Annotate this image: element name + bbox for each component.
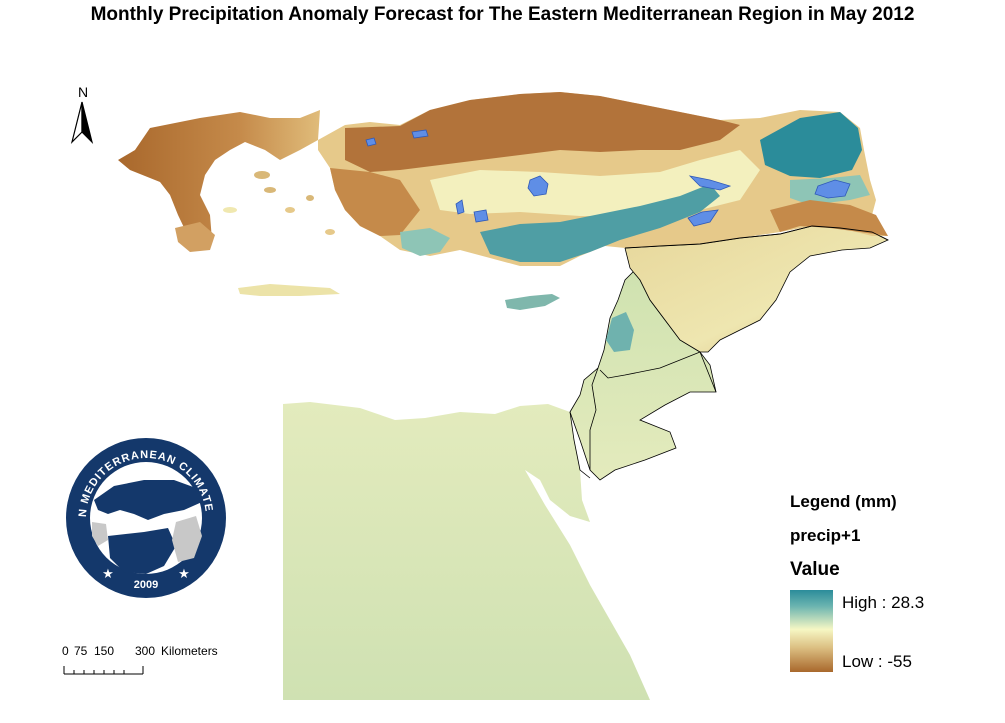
peloponnese-region (175, 222, 215, 252)
island (223, 207, 237, 213)
greece-region (118, 110, 320, 246)
border-line (589, 367, 599, 470)
island (254, 171, 270, 179)
egypt-sinai-border (569, 411, 591, 479)
scale-bar: 0 75 150 300 Kilometers (60, 644, 240, 680)
legend-low-label: Low : -55 (842, 652, 912, 671)
lake-van (814, 179, 851, 199)
egypt-region (283, 402, 650, 700)
page-title: Monthly Precipitation Anomaly Forecast f… (90, 4, 915, 25)
logo-map-grey (172, 516, 202, 562)
lake (365, 137, 377, 147)
north-arrow-icon (70, 101, 94, 144)
island (285, 207, 295, 213)
logo-year: 2009 (134, 579, 158, 591)
legend-high-label: High : 28.3 (842, 593, 925, 612)
star-icon: ★ (178, 566, 190, 581)
scale-tick-300: 300 (135, 644, 156, 658)
legend-field-name: Value (790, 559, 840, 580)
cyprus-island (505, 294, 560, 310)
border-line (599, 351, 717, 393)
lake (455, 199, 465, 215)
turkey-wet-southwest (400, 228, 450, 256)
logo-map-dark-south (108, 528, 176, 574)
scale-tick-0: 0 (62, 644, 69, 658)
turkey-syria-border (624, 225, 889, 249)
turkey-dry-west (330, 168, 420, 236)
star-icon: ★ (102, 566, 114, 581)
scale-tick-150: 150 (94, 644, 115, 658)
turkey-dry-north (345, 92, 740, 172)
lake (473, 209, 489, 223)
legend-layer-name: precip+1 (790, 526, 861, 545)
turkey-wet-east (760, 112, 862, 178)
legend-title: Legend (mm) (790, 492, 897, 511)
island (325, 229, 335, 235)
island (306, 195, 314, 201)
logo-map-dark (94, 480, 202, 520)
island (264, 187, 276, 193)
emcc-logo: EASTERN MEDITERRANEAN CLIMATE CENTRE 200… (64, 436, 226, 598)
lake (411, 129, 429, 139)
lake (527, 175, 549, 197)
crete-island (238, 284, 340, 296)
lake (688, 175, 732, 191)
turkey-dry-southeast (770, 200, 888, 236)
legend-color-ramp (790, 590, 833, 672)
scale-tick-75: 75 (74, 644, 88, 658)
scale-unit: Kilometers (161, 644, 218, 658)
legend: Legend (mm) precip+1 Value High : 28.3 L… (790, 492, 990, 682)
lake (687, 209, 719, 227)
logo-map-grey-west (92, 522, 108, 546)
scale-bar-ruler (63, 666, 144, 675)
turkey-wet-band (480, 184, 720, 262)
lebanon-region (606, 312, 634, 352)
north-label: N (78, 84, 89, 100)
